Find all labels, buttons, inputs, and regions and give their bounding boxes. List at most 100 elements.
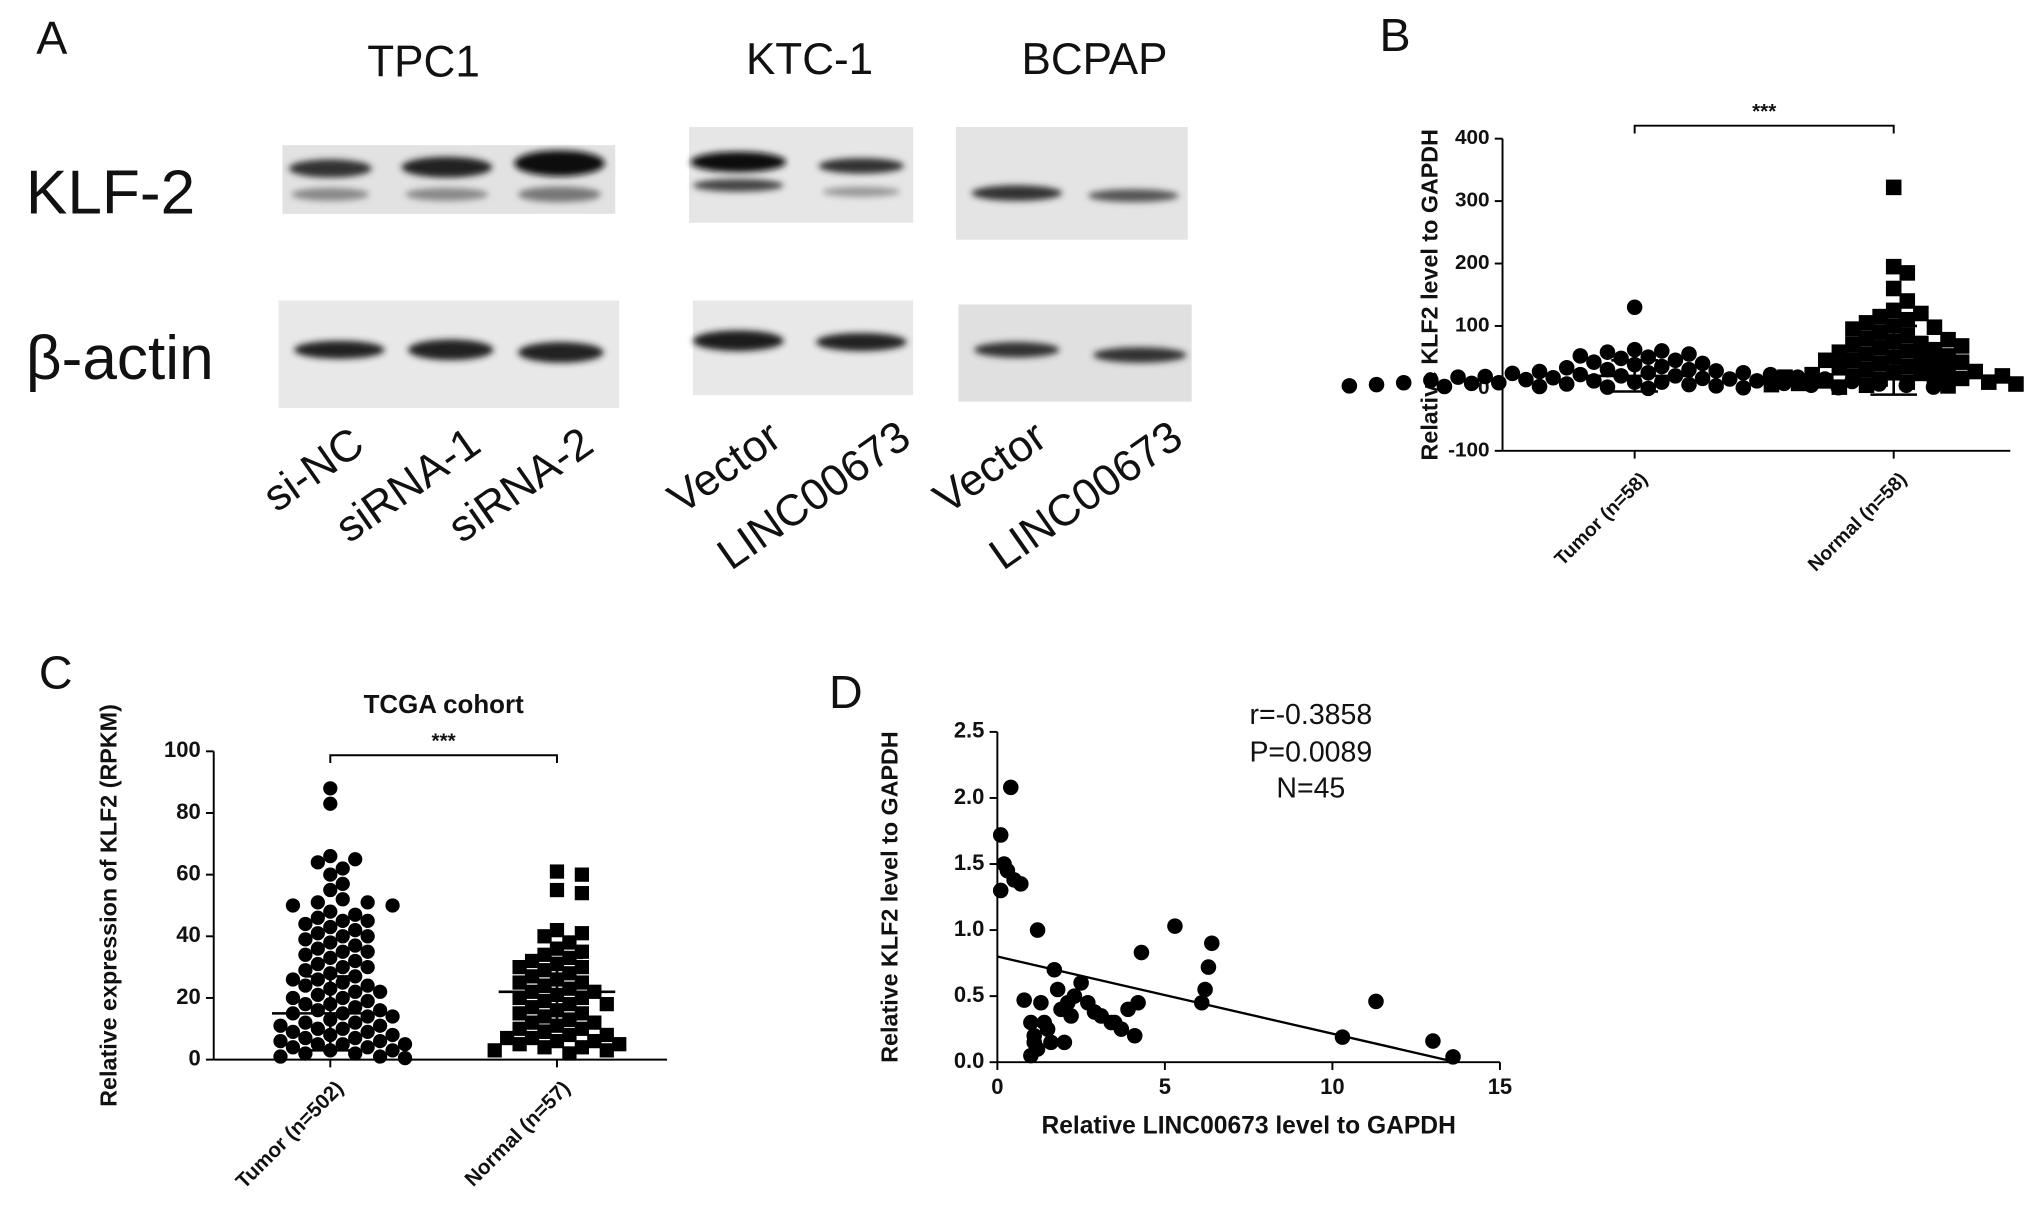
- data-point: [1531, 363, 1548, 380]
- data-point: [1626, 341, 1643, 358]
- data-point: [1640, 365, 1657, 381]
- y-tick-label: 400: [1455, 126, 1490, 149]
- data-point: [599, 1027, 614, 1043]
- annotation: r=-0.3858: [1249, 699, 1372, 731]
- data-point: [1558, 376, 1575, 392]
- data-point: [1036, 1014, 1053, 1031]
- data-point: [1885, 179, 1902, 196]
- data-point: [348, 923, 363, 938]
- data-point: [1885, 280, 1902, 297]
- data-point: [285, 990, 301, 1006]
- data-point: [1572, 348, 1589, 364]
- data-point: [537, 1024, 552, 1039]
- data-point: [298, 996, 313, 1012]
- data-point: [285, 898, 301, 913]
- data-point: [372, 1003, 388, 1018]
- data-point: [549, 882, 565, 898]
- data-point: [574, 944, 590, 959]
- data-point: [310, 855, 325, 870]
- y-tick-label: 0: [189, 1045, 201, 1070]
- data-point: [1694, 370, 1711, 387]
- data-point: [310, 1003, 325, 1018]
- data-point: [992, 827, 1009, 843]
- x-tick-label: Normal (n=58): [1804, 468, 1911, 575]
- data-point: [562, 1046, 577, 1061]
- data-point: [599, 1043, 614, 1058]
- data-point: [512, 975, 527, 990]
- data-point: [1858, 330, 1875, 347]
- data-point: [1818, 352, 1834, 369]
- bands: [974, 342, 1187, 363]
- data-point: [1681, 346, 1697, 362]
- data-point: [1654, 343, 1670, 359]
- data-point: [512, 1021, 527, 1036]
- data-point: [298, 916, 313, 932]
- data-point: [372, 1033, 388, 1049]
- data-point: [298, 947, 313, 962]
- data-point: [323, 904, 338, 919]
- data-point: [1872, 308, 1888, 325]
- bands: [692, 330, 907, 352]
- data-point: [1953, 338, 1970, 354]
- annotation: N=45: [1276, 773, 1345, 805]
- data-point: [1981, 374, 1997, 390]
- data-point: [1845, 321, 1861, 337]
- data-point: [562, 1027, 577, 1043]
- data-point: [335, 929, 350, 944]
- data-point: [562, 996, 577, 1012]
- data-point: [1885, 302, 1902, 319]
- data-point: [574, 990, 590, 1006]
- data-point: [1063, 1008, 1079, 1024]
- data-point: [1518, 371, 1534, 388]
- data-point: [1763, 376, 1780, 393]
- data-point: [2008, 376, 2024, 392]
- data-point: [1777, 369, 1793, 385]
- data-point: [537, 978, 552, 993]
- data-point: [372, 984, 388, 999]
- data-point: [524, 1015, 540, 1030]
- data-point: [1016, 992, 1032, 1008]
- data-point: [360, 895, 375, 910]
- fit-line: [997, 955, 1457, 1064]
- x-axis-label: Relative LINC00673 level to GAPDH: [1041, 1112, 1455, 1139]
- data-point: [549, 1033, 565, 1049]
- data-point: [1558, 360, 1575, 376]
- data-point: [360, 1024, 375, 1039]
- data-point: [537, 929, 552, 944]
- y-tick-label: 1.5: [954, 850, 985, 875]
- y-tick-label: 2.5: [954, 718, 985, 743]
- data-point: [323, 935, 338, 950]
- data-point: [562, 1012, 577, 1027]
- data-point: [1926, 341, 1943, 358]
- data-point: [549, 864, 565, 879]
- blot-panel: A TPC1 KTC-1 BCPAP KLF-2 β-actin: [26, 12, 1192, 579]
- data-point: [1029, 922, 1046, 938]
- data-point: [360, 1009, 375, 1024]
- data-point: [360, 993, 375, 1009]
- data-point: [1899, 265, 1916, 281]
- y-tick-label: 20: [176, 984, 200, 1009]
- data-point: [348, 1046, 363, 1061]
- significance-label: ***: [1752, 100, 1777, 123]
- data-point: [1708, 363, 1724, 379]
- data-point: [1913, 335, 1929, 352]
- data-point: [310, 1037, 325, 1052]
- y-axis-label: Relative expression of KLF2 (RPKM): [95, 704, 121, 1107]
- x-tick-label: Normal (n=57): [460, 1077, 574, 1191]
- panel-letter: D: [829, 666, 863, 718]
- data-point: [1899, 374, 1916, 390]
- data-point: [524, 1030, 540, 1046]
- data-point: [1899, 293, 1916, 309]
- data-point: [1204, 935, 1220, 952]
- data-point: [298, 978, 313, 993]
- significance-label: ***: [432, 730, 457, 753]
- data-point: [1423, 372, 1439, 389]
- data-point: [273, 1049, 288, 1064]
- data-point: [298, 963, 313, 978]
- data-point: [1818, 373, 1834, 389]
- data-point: [1845, 368, 1861, 384]
- y-tick-label: 0.5: [954, 982, 985, 1007]
- blot: [955, 127, 1188, 240]
- significance-bracket: [329, 754, 558, 763]
